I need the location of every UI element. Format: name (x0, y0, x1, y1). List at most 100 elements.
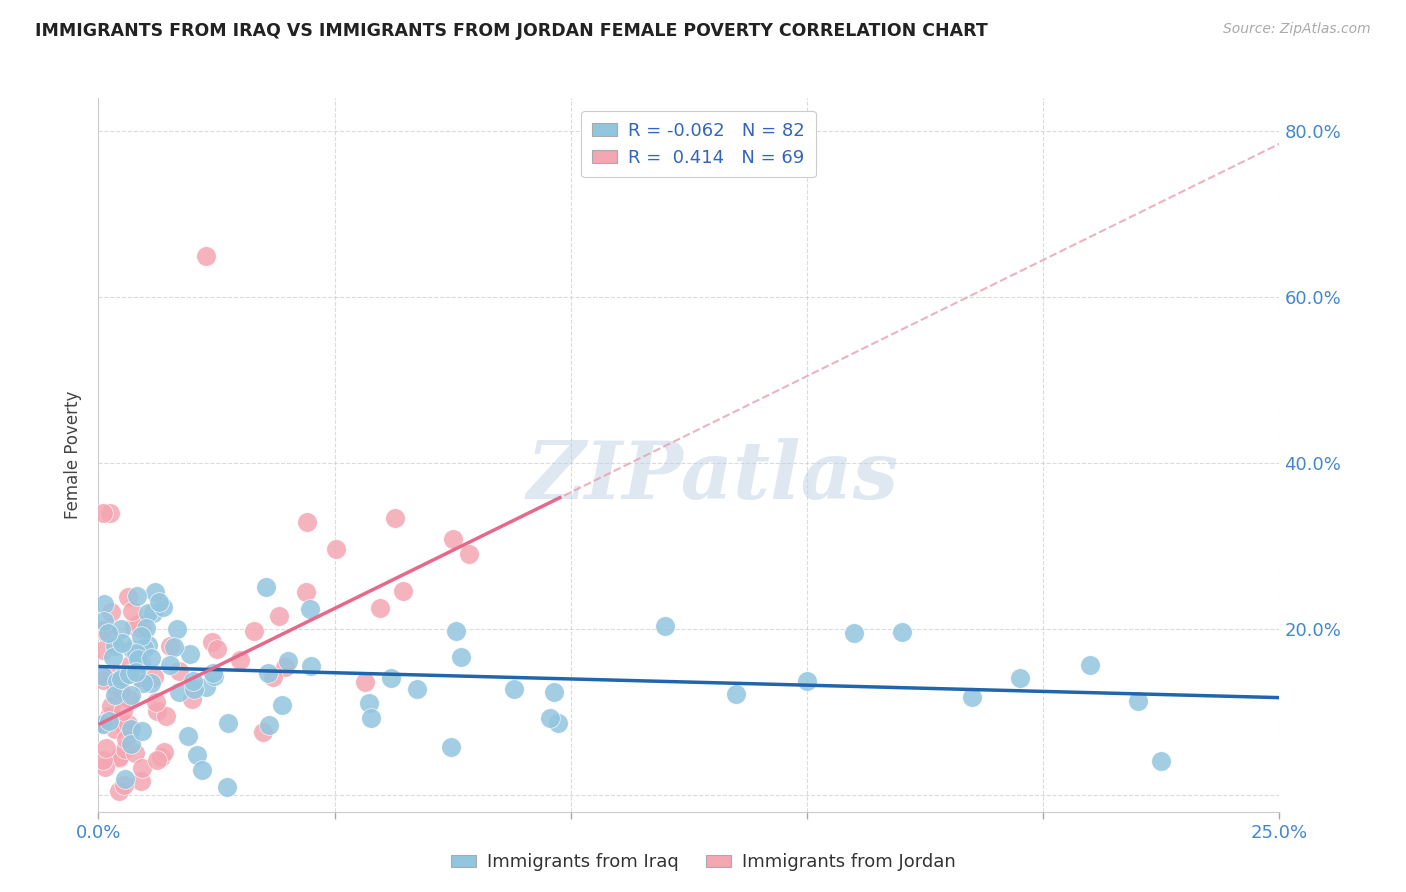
Point (129, 774, 152, 789)
Point (274, 660, 297, 674)
Point (405, 682, 427, 697)
Point (118, 691, 141, 706)
Legend: Immigrants from Iraq, Immigrants from Jordan: Immigrants from Iraq, Immigrants from Jo… (443, 847, 963, 879)
Point (295, 584, 318, 599)
Point (962, 690, 984, 705)
Point (502, 681, 524, 696)
Point (101, 649, 124, 664)
Legend: R = -0.062   N = 82, R =  0.414   N = 69: R = -0.062 N = 82, R = 0.414 N = 69 (581, 111, 815, 178)
Point (91, 506, 114, 520)
Point (114, 742, 136, 756)
Point (384, 510, 406, 524)
Point (183, 673, 205, 688)
Point (91, 715, 114, 730)
Point (145, 695, 167, 709)
Point (111, 636, 134, 650)
Point (104, 639, 127, 653)
Point (93, 597, 115, 611)
Point (1080, 658, 1102, 673)
Point (148, 595, 170, 609)
Point (131, 622, 153, 636)
Point (121, 641, 143, 656)
Point (105, 685, 128, 699)
Point (97, 626, 120, 640)
Point (201, 634, 224, 648)
Y-axis label: Female Poverty: Female Poverty (65, 391, 83, 519)
Point (368, 600, 391, 615)
Point (139, 651, 162, 665)
Point (229, 653, 252, 667)
Point (357, 696, 380, 710)
Point (159, 640, 181, 654)
Point (105, 674, 128, 689)
Point (129, 656, 152, 670)
Point (252, 725, 274, 739)
Point (145, 753, 167, 767)
Point (129, 629, 152, 643)
Point (186, 747, 208, 762)
Point (353, 674, 375, 689)
Point (1126, 694, 1149, 708)
Point (360, 711, 382, 725)
Point (1008, 672, 1031, 686)
Point (110, 622, 132, 636)
Point (112, 719, 135, 733)
Point (132, 676, 155, 690)
Point (94, 717, 117, 731)
Point (450, 650, 472, 665)
Point (277, 654, 299, 668)
Point (194, 680, 217, 694)
Point (295, 515, 318, 529)
Point (169, 664, 191, 678)
Point (183, 681, 205, 696)
Point (391, 583, 413, 598)
Point (128, 659, 150, 673)
Point (110, 673, 132, 687)
Point (177, 729, 200, 743)
Point (93, 614, 115, 628)
Point (444, 624, 467, 639)
Point (136, 606, 159, 620)
Point (91, 624, 114, 638)
Point (101, 669, 124, 683)
Point (143, 585, 166, 599)
Point (257, 718, 280, 732)
Point (543, 685, 565, 699)
Point (98, 506, 121, 520)
Point (890, 624, 912, 639)
Point (94, 760, 117, 774)
Point (180, 692, 202, 706)
Point (152, 745, 174, 759)
Point (125, 665, 148, 680)
Point (796, 674, 818, 689)
Point (111, 704, 134, 718)
Point (135, 621, 157, 635)
Point (127, 617, 149, 632)
Point (202, 669, 225, 683)
Point (131, 760, 153, 774)
Point (110, 684, 132, 698)
Point (298, 601, 321, 615)
Point (91, 716, 114, 731)
Point (159, 657, 181, 672)
Point (127, 589, 149, 603)
Point (108, 750, 131, 764)
Point (270, 698, 292, 712)
Point (1150, 754, 1173, 768)
Point (104, 722, 127, 736)
Point (120, 689, 142, 703)
Point (124, 746, 146, 760)
Point (121, 604, 143, 618)
Point (440, 739, 463, 754)
Point (117, 716, 139, 731)
Point (128, 670, 150, 684)
Point (125, 646, 148, 660)
Point (120, 738, 142, 752)
Point (166, 623, 188, 637)
Text: Source: ZipAtlas.com: Source: ZipAtlas.com (1223, 22, 1371, 37)
Point (118, 667, 141, 681)
Point (257, 665, 280, 680)
Point (142, 669, 165, 683)
Point (136, 639, 159, 653)
Point (114, 772, 136, 786)
